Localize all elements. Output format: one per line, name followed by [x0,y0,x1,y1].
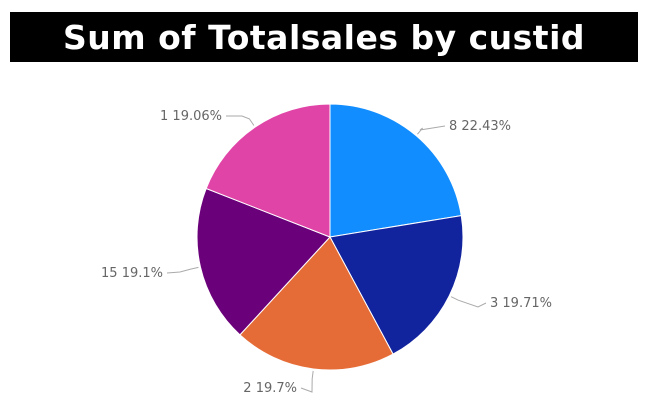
data-label-15: 15 19.1% [101,266,163,281]
leader-line-2 [300,370,314,393]
data-label-2: 2 19.7% [243,381,297,396]
data-label-8: 8 22.43% [449,119,511,134]
leader-line-3 [450,296,487,308]
pie-slice-3[interactable] [329,215,464,355]
pie-slice-1[interactable] [205,103,331,238]
leader-line-1 [226,115,255,126]
pie-slice-8[interactable] [329,103,462,238]
leader-line-15 [166,266,199,274]
chart-title: Sum of Totalsales by custid [62,17,586,57]
chart-title-bar: Sum of Totalsales by custid [10,12,638,62]
data-label-3: 3 19.71% [490,296,552,311]
data-label-1: 1 19.06% [160,109,222,124]
pie-slice-2[interactable] [239,236,394,371]
leader-line-8 [417,125,446,135]
pie-slice-15[interactable] [196,187,331,336]
